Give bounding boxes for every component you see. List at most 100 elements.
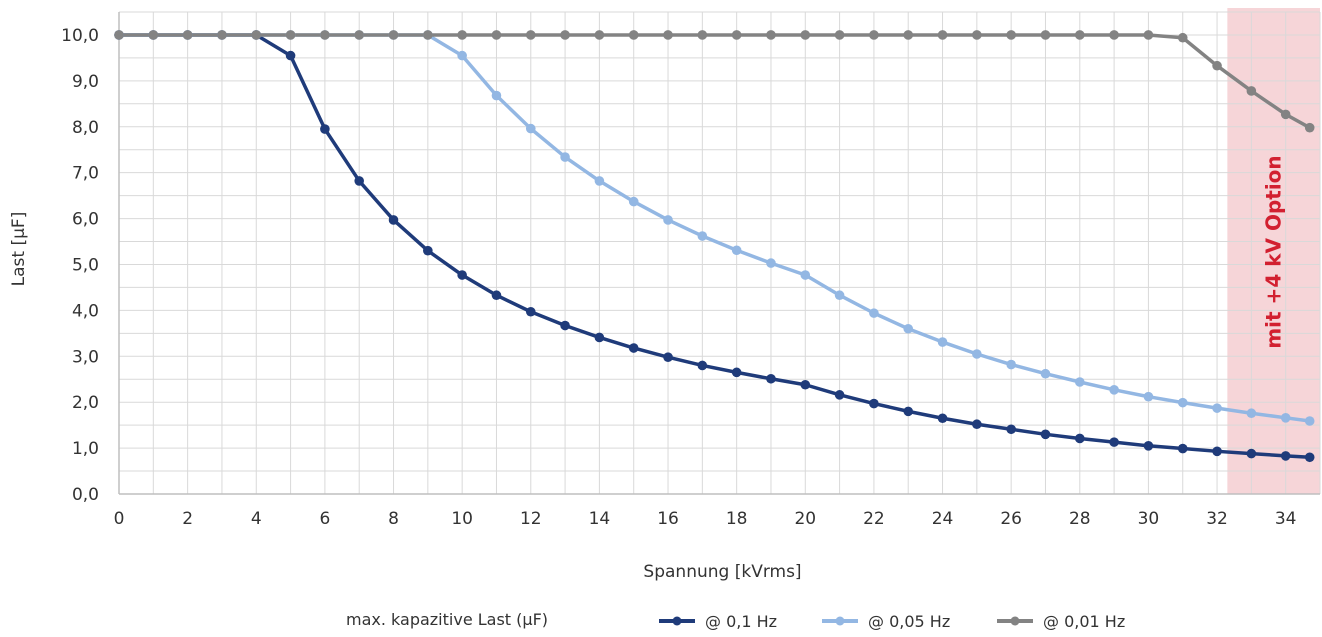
series-point-2 <box>217 30 227 40</box>
y-tick-label: 3,0 <box>72 347 99 367</box>
series-point-0 <box>1246 448 1257 459</box>
series-point-1 <box>491 90 502 101</box>
series-point-0 <box>937 413 948 424</box>
series-point-2 <box>114 30 124 40</box>
series-point-2 <box>251 30 262 40</box>
series-point-0 <box>972 419 982 430</box>
series-point-0 <box>491 290 502 301</box>
series-point-0 <box>1280 451 1291 461</box>
x-tick-label: 24 <box>932 509 954 529</box>
series-point-1 <box>731 245 742 256</box>
series-point-1 <box>766 258 776 268</box>
x-tick-label: 20 <box>794 509 816 529</box>
series-point-2 <box>663 30 673 40</box>
series-point-0 <box>285 50 296 61</box>
series-point-0 <box>800 379 811 390</box>
series-point-0 <box>525 306 536 317</box>
series-point-0 <box>1177 443 1188 454</box>
series-point-0 <box>1006 424 1016 435</box>
series-point-1 <box>1212 403 1222 413</box>
series-point-0 <box>869 398 879 409</box>
series-point-1 <box>628 196 639 207</box>
x-tick-label: 22 <box>863 509 885 529</box>
legend-item-0-01-hz: @ 0,01 Hz <box>995 608 1125 634</box>
series-point-2 <box>1280 109 1291 120</box>
series-point-2 <box>148 30 159 40</box>
y-tick-label: 2,0 <box>72 393 99 413</box>
x-tick-label: 2 <box>182 509 193 529</box>
x-tick-label: 30 <box>1138 509 1160 529</box>
series-point-1 <box>972 349 982 359</box>
series-point-0 <box>594 332 605 343</box>
series-point-1 <box>594 176 605 186</box>
series-point-2 <box>354 30 365 40</box>
series-point-2 <box>182 30 193 40</box>
series-point-0 <box>1075 433 1085 444</box>
y-tick-label: 10,0 <box>61 26 99 46</box>
series-point-2 <box>1246 86 1257 96</box>
series-line-2 <box>117 33 1312 130</box>
series-point-0 <box>834 390 845 400</box>
legend-item-0-1-hz: @ 0,1 Hz <box>657 608 777 634</box>
series-point-0 <box>1143 441 1154 451</box>
series-line-0 <box>117 33 1312 460</box>
series-point-2 <box>903 30 914 40</box>
series-point-2 <box>320 30 330 40</box>
series-lines <box>114 30 1315 463</box>
y-tick-label: 5,0 <box>72 255 99 275</box>
y-tick-labels: 0,0 1,0 2,0 3,0 4,0 5,0 6,0 7,0 8,0 9,0 10,0 <box>61 26 99 505</box>
series-point-1 <box>525 123 536 134</box>
series-point-0 <box>388 215 399 225</box>
series-point-0 <box>457 270 467 280</box>
series-point-0 <box>354 176 365 186</box>
series-point-2 <box>869 30 879 40</box>
series-point-2 <box>1212 60 1222 71</box>
y-tick-label: 1,0 <box>72 439 99 459</box>
series-point-2 <box>285 30 296 40</box>
y-tick-label: 9,0 <box>72 72 99 92</box>
x-tick-label: 14 <box>589 509 611 529</box>
series-point-1 <box>560 152 570 162</box>
x-tick-label: 34 <box>1275 509 1297 529</box>
series-point-1 <box>1304 416 1315 426</box>
series-point-1 <box>937 337 948 347</box>
axes <box>118 12 1320 495</box>
series-point-2 <box>697 30 708 40</box>
series-point-1 <box>1246 408 1257 419</box>
series-point-1 <box>1177 397 1188 408</box>
x-axis-title: Spannung [kVrms] <box>643 562 801 582</box>
series-point-2 <box>628 30 639 40</box>
legend-swatch-0-05-hz <box>822 616 858 626</box>
series-point-1 <box>1040 368 1051 379</box>
series-point-1 <box>1075 377 1085 387</box>
series-point-0 <box>1109 437 1119 447</box>
x-tick-label: 18 <box>726 509 748 529</box>
series-point-2 <box>491 30 502 40</box>
series-point-2 <box>937 30 948 40</box>
series-point-1 <box>1006 359 1016 370</box>
series-point-1 <box>1143 391 1154 402</box>
series-point-1 <box>697 231 708 241</box>
series-point-1 <box>1109 384 1119 395</box>
x-tick-label: 0 <box>114 509 125 529</box>
series-point-0 <box>1212 446 1222 457</box>
x-tick-label: 12 <box>520 509 542 529</box>
y-tick-label: 7,0 <box>72 164 99 184</box>
series-point-0 <box>560 320 570 331</box>
series-point-1 <box>800 270 811 280</box>
series-point-0 <box>766 373 776 384</box>
legend-title: max. kapazitive Last (µF) <box>346 610 549 629</box>
series-point-2 <box>388 30 399 40</box>
series-point-0 <box>731 367 742 378</box>
series-line-1 <box>117 33 1312 423</box>
series-point-2 <box>423 30 433 40</box>
series-point-2 <box>766 30 776 40</box>
x-tick-label: 32 <box>1206 509 1228 529</box>
series-point-1 <box>663 215 673 225</box>
series-point-0 <box>1040 429 1051 440</box>
series-point-1 <box>457 50 467 61</box>
series-point-2 <box>594 30 605 40</box>
series-point-2 <box>1040 30 1051 40</box>
series-point-2 <box>731 30 742 40</box>
legend-item-0-05-hz: @ 0,05 Hz <box>820 608 950 634</box>
